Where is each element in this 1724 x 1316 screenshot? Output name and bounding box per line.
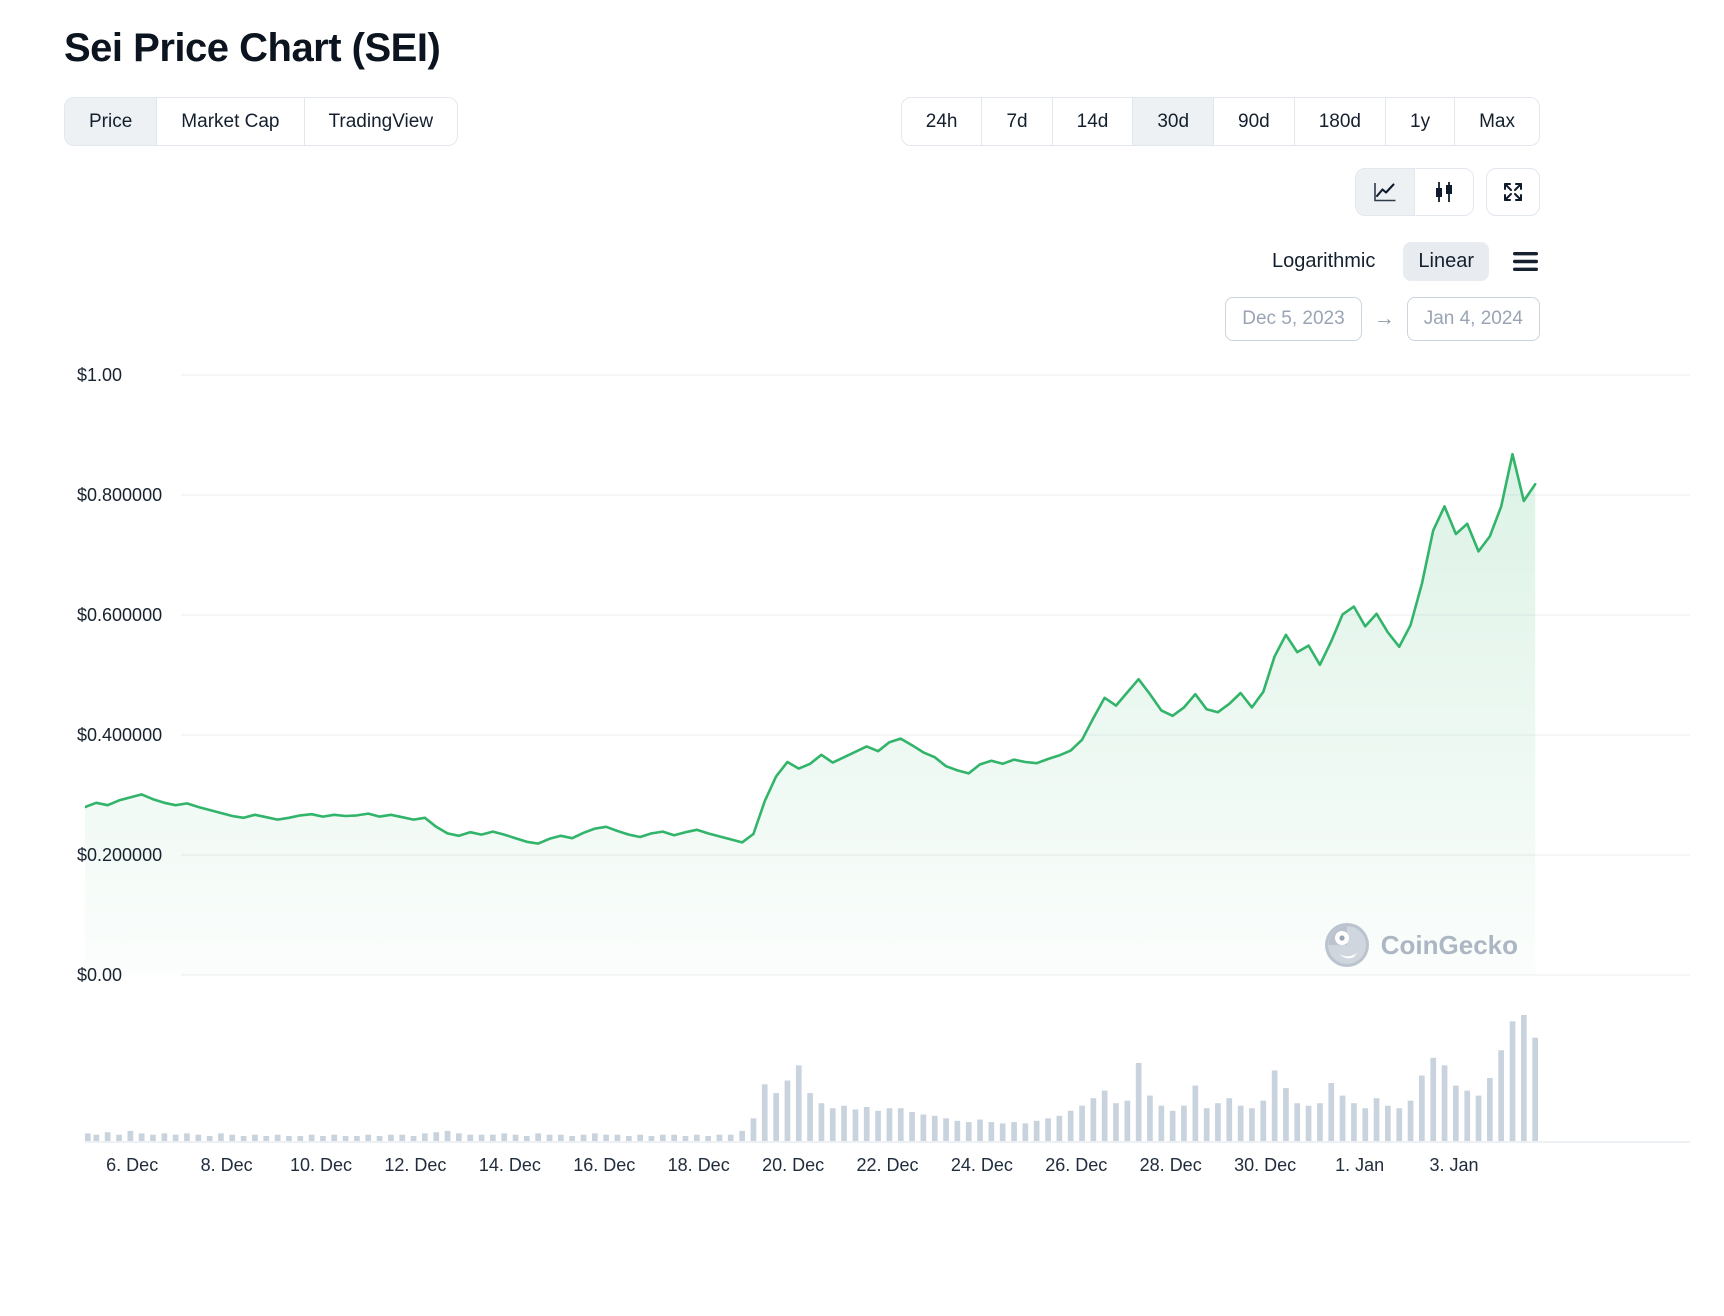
chart-menu-button[interactable] (1511, 247, 1540, 276)
coingecko-logo-icon (1324, 923, 1369, 967)
chart-area: $1.00 $0.800000 $0.600000 $0.400000 $0.20000… (77, 365, 1690, 1187)
date-end-input[interactable]: Jan 4, 2024 (1406, 297, 1540, 341)
range-1y[interactable]: 1y (1385, 98, 1455, 145)
date-start-input[interactable]: Dec 5, 2023 (1225, 297, 1362, 341)
fullscreen-button[interactable] (1486, 168, 1540, 216)
date-range-row: Dec 5, 2023 → Jan 4, 2024 (64, 297, 1690, 341)
price-line-chart[interactable] (85, 369, 1690, 981)
x-axis-label: 3. Jan (1429, 1155, 1479, 1175)
x-axis-label: 28. Dec (1139, 1155, 1202, 1175)
page-title: Sei Price Chart (SEI) (64, 26, 441, 70)
scale-logarithmic-button[interactable]: Logarithmic (1266, 242, 1381, 281)
tab-tradingview[interactable]: TradingView (303, 98, 458, 145)
x-axis-label: 12. Dec (384, 1155, 447, 1175)
x-axis-label: 6. Dec (106, 1155, 159, 1175)
x-axis-label: 18. Dec (667, 1155, 730, 1175)
date-range-arrow-icon: → (1373, 307, 1395, 330)
toolbar: Price Market Cap TradingView 24h 7d 14d … (64, 97, 1690, 146)
scale-row: Logarithmic Linear (64, 242, 1690, 281)
chart-type-group (1355, 168, 1474, 216)
range-90d[interactable]: 90d (1213, 98, 1294, 145)
candlestick-chart-button[interactable] (1414, 169, 1473, 215)
x-axis: 6. Dec 8. Dec 10. Dec 12. Dec 14. Dec 16. Dec… (85, 1149, 1690, 1187)
scale-linear-button[interactable]: Linear (1403, 242, 1489, 281)
volume-bars-chart[interactable] (85, 1011, 1690, 1143)
x-axis-label: 8. Dec (200, 1155, 253, 1175)
x-axis-label: 14. Dec (478, 1155, 541, 1175)
chart-type-row (64, 168, 1690, 216)
range-tabs-wrap: 24h 7d 14d 30d 90d 180d 1y Max (900, 97, 1540, 146)
range-max[interactable]: Max (1454, 98, 1539, 145)
range-7d[interactable]: 7d (981, 98, 1052, 145)
coingecko-watermark: CoinGecko (1323, 921, 1518, 969)
line-chart-button[interactable] (1356, 169, 1414, 215)
time-range-tabs: 24h 7d 14d 30d 90d 180d 1y Max (900, 97, 1540, 146)
candlestick-icon (1436, 182, 1452, 202)
x-axis-label: 1. Jan (1335, 1155, 1385, 1175)
range-14d[interactable]: 14d (1051, 98, 1133, 145)
line-chart-icon (1374, 183, 1396, 202)
x-axis-label: 20. Dec (762, 1155, 825, 1175)
x-axis-label: 30. Dec (1234, 1155, 1297, 1175)
hamburger-icon (1513, 252, 1538, 271)
range-30d[interactable]: 30d (1132, 98, 1214, 145)
x-axis-label: 10. Dec (289, 1155, 353, 1175)
chart-mode-tabs: Price Market Cap TradingView (64, 97, 459, 146)
x-axis-label: 16. Dec (573, 1155, 636, 1175)
fullscreen-icon (1504, 183, 1522, 201)
x-axis-label: 24. Dec (950, 1155, 1013, 1175)
tab-price[interactable]: Price (65, 98, 157, 145)
range-180d[interactable]: 180d (1293, 98, 1386, 145)
x-axis-label: 22. Dec (856, 1155, 919, 1175)
range-24h[interactable]: 24h (901, 98, 982, 145)
tab-market-cap[interactable]: Market Cap (156, 98, 304, 145)
x-axis-label: 26. Dec (1045, 1155, 1108, 1175)
watermark-label: CoinGecko (1380, 929, 1518, 960)
